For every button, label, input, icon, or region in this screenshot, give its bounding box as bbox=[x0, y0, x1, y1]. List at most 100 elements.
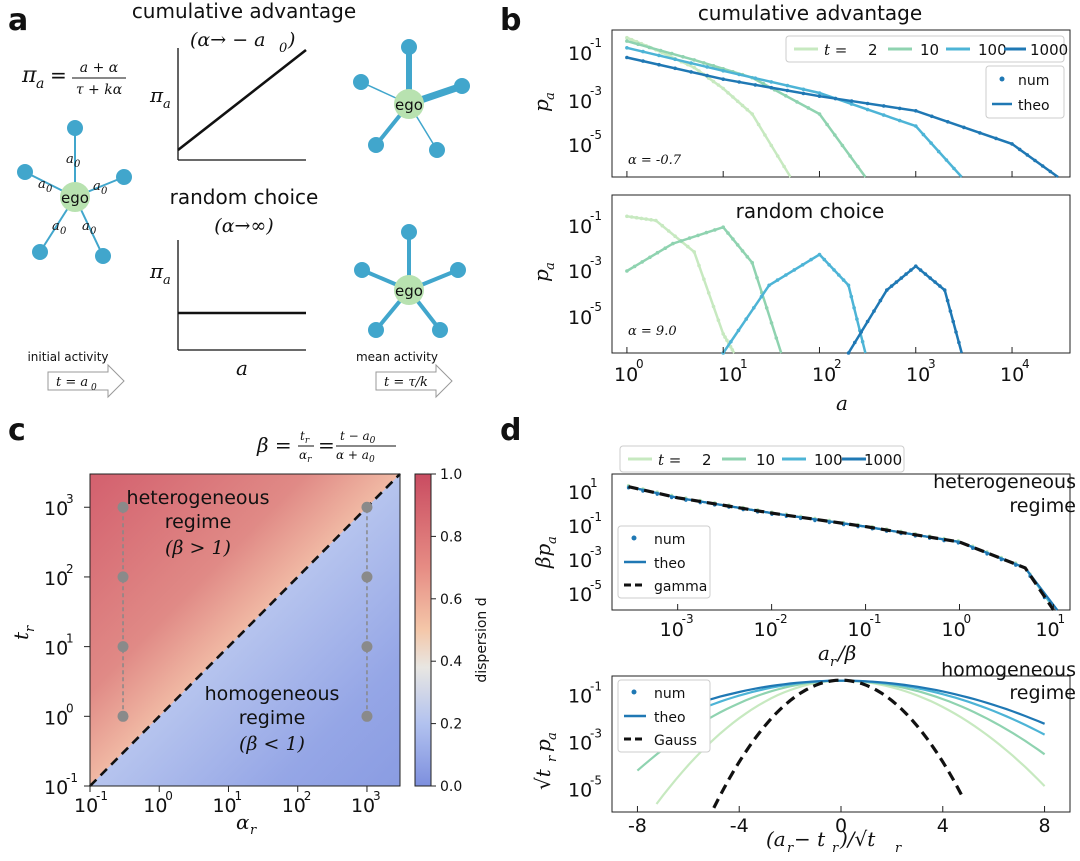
gauss-line bbox=[712, 678, 965, 809]
data-point bbox=[848, 154, 852, 158]
data-point bbox=[833, 133, 837, 137]
xlabel-end: )/√t bbox=[839, 827, 876, 851]
tick-exp: 4 bbox=[1022, 357, 1030, 371]
het-line2: regime bbox=[165, 511, 232, 533]
tick-exp: 0 bbox=[636, 357, 644, 371]
data-point bbox=[750, 112, 754, 116]
data-point bbox=[897, 118, 902, 123]
data-point bbox=[735, 243, 740, 247]
data-point bbox=[865, 107, 870, 112]
x-tick-exp: 0 bbox=[165, 789, 173, 803]
ylabel-t: t bbox=[9, 631, 33, 640]
d-series bbox=[626, 483, 1059, 809]
x-tick-exp: -3 bbox=[682, 612, 694, 626]
a-bottom-pi-sub: a bbox=[163, 273, 171, 288]
a-top-pi-label: π a bbox=[149, 83, 171, 112]
y-tick-label: 10 bbox=[44, 638, 68, 660]
x-tick-label: 10 bbox=[282, 795, 306, 817]
data-point bbox=[881, 113, 886, 117]
colorbar-tick-label: 0.0 bbox=[440, 779, 462, 795]
data-point bbox=[679, 239, 683, 243]
data-point bbox=[853, 340, 857, 345]
formula-pi: π bbox=[21, 63, 37, 88]
legend-theo: theo bbox=[654, 556, 686, 572]
data-point bbox=[1014, 563, 1018, 567]
beta-formula: β = tr αr = t − a0 α + a0 bbox=[256, 429, 396, 465]
d-bottom-ylabel: √t r p a bbox=[531, 732, 560, 790]
data-point bbox=[849, 99, 854, 103]
legend-t-1000: 1000 bbox=[864, 451, 902, 469]
legend-t-10: 10 bbox=[920, 41, 939, 59]
data-point bbox=[825, 122, 829, 127]
marker-point bbox=[361, 710, 373, 722]
data-point bbox=[681, 55, 685, 59]
data-point bbox=[852, 306, 856, 310]
edge-label-sub: 0 bbox=[90, 226, 97, 237]
legend-marker-num bbox=[631, 535, 637, 541]
node bbox=[17, 164, 33, 180]
formula-equals: = bbox=[50, 63, 67, 87]
data-point bbox=[657, 53, 661, 58]
x-tick-label: 10 bbox=[1035, 619, 1059, 641]
data-point bbox=[833, 96, 838, 101]
y-tick-exp: -5 bbox=[590, 578, 602, 592]
data-point bbox=[753, 76, 758, 80]
mean-box-text: t = τ/k bbox=[384, 375, 428, 390]
series-line-t1000 bbox=[847, 264, 963, 354]
initial-network: ego a 0 a 0 a 0 a 0 a 0 bbox=[17, 120, 132, 264]
b-series bbox=[625, 35, 1059, 355]
data-point bbox=[759, 294, 764, 299]
a-bottom-pi: π bbox=[149, 259, 164, 283]
b-bottom-title: random choice bbox=[736, 199, 885, 223]
data-point bbox=[930, 114, 934, 119]
data-point bbox=[855, 317, 859, 321]
y-tick-exp: -1 bbox=[590, 510, 602, 524]
data-point bbox=[897, 106, 902, 111]
data-point bbox=[641, 49, 645, 54]
edge-label-sub: 0 bbox=[74, 159, 81, 170]
legend-t-10: 10 bbox=[756, 451, 775, 469]
legend-t-prefix: t = bbox=[824, 41, 847, 59]
y-tick-label: 10 bbox=[568, 685, 592, 707]
colorbar-label: dispersion d bbox=[474, 597, 490, 682]
tick-label: 10 bbox=[812, 364, 836, 386]
data-point bbox=[837, 273, 841, 277]
y-tick-label: 10 bbox=[568, 550, 592, 572]
a-top-limit: (α→ − a 0 ) bbox=[190, 29, 295, 56]
xlabel-tail: /β bbox=[836, 641, 856, 665]
data-point bbox=[889, 284, 894, 288]
data-point bbox=[686, 244, 690, 249]
rc-network: ego bbox=[354, 224, 466, 338]
data-point bbox=[711, 64, 716, 68]
data-point bbox=[769, 321, 774, 325]
data-point bbox=[750, 260, 754, 265]
xlabel-sub: r bbox=[830, 655, 837, 670]
data-point bbox=[721, 77, 725, 81]
data-point bbox=[655, 492, 659, 496]
b-top-yticks: 10 -1 10 -3 10 -5 bbox=[568, 36, 602, 157]
data-point bbox=[800, 263, 805, 267]
beta-frac1-den: αr bbox=[299, 448, 312, 465]
edge-label-sub: 0 bbox=[46, 184, 53, 195]
data-point bbox=[740, 249, 745, 253]
ylabel-p: p bbox=[531, 739, 555, 752]
data-point bbox=[806, 106, 811, 110]
data-point bbox=[809, 257, 813, 262]
formula-pi-sub: a bbox=[36, 76, 44, 92]
data-point bbox=[639, 216, 644, 221]
data-point bbox=[670, 51, 674, 56]
data-point bbox=[697, 263, 701, 268]
y-tick-exp: 1 bbox=[590, 476, 598, 490]
marker-point bbox=[117, 641, 129, 653]
d-bottom-legend: num theo Gauss bbox=[617, 679, 711, 753]
data-point bbox=[649, 218, 653, 222]
data-point bbox=[817, 112, 822, 116]
data-point bbox=[737, 72, 741, 77]
beta-lhs: β = bbox=[256, 433, 292, 457]
data-point bbox=[697, 69, 701, 73]
data-point bbox=[856, 164, 860, 169]
data-point bbox=[704, 230, 709, 235]
data-point bbox=[827, 263, 831, 267]
